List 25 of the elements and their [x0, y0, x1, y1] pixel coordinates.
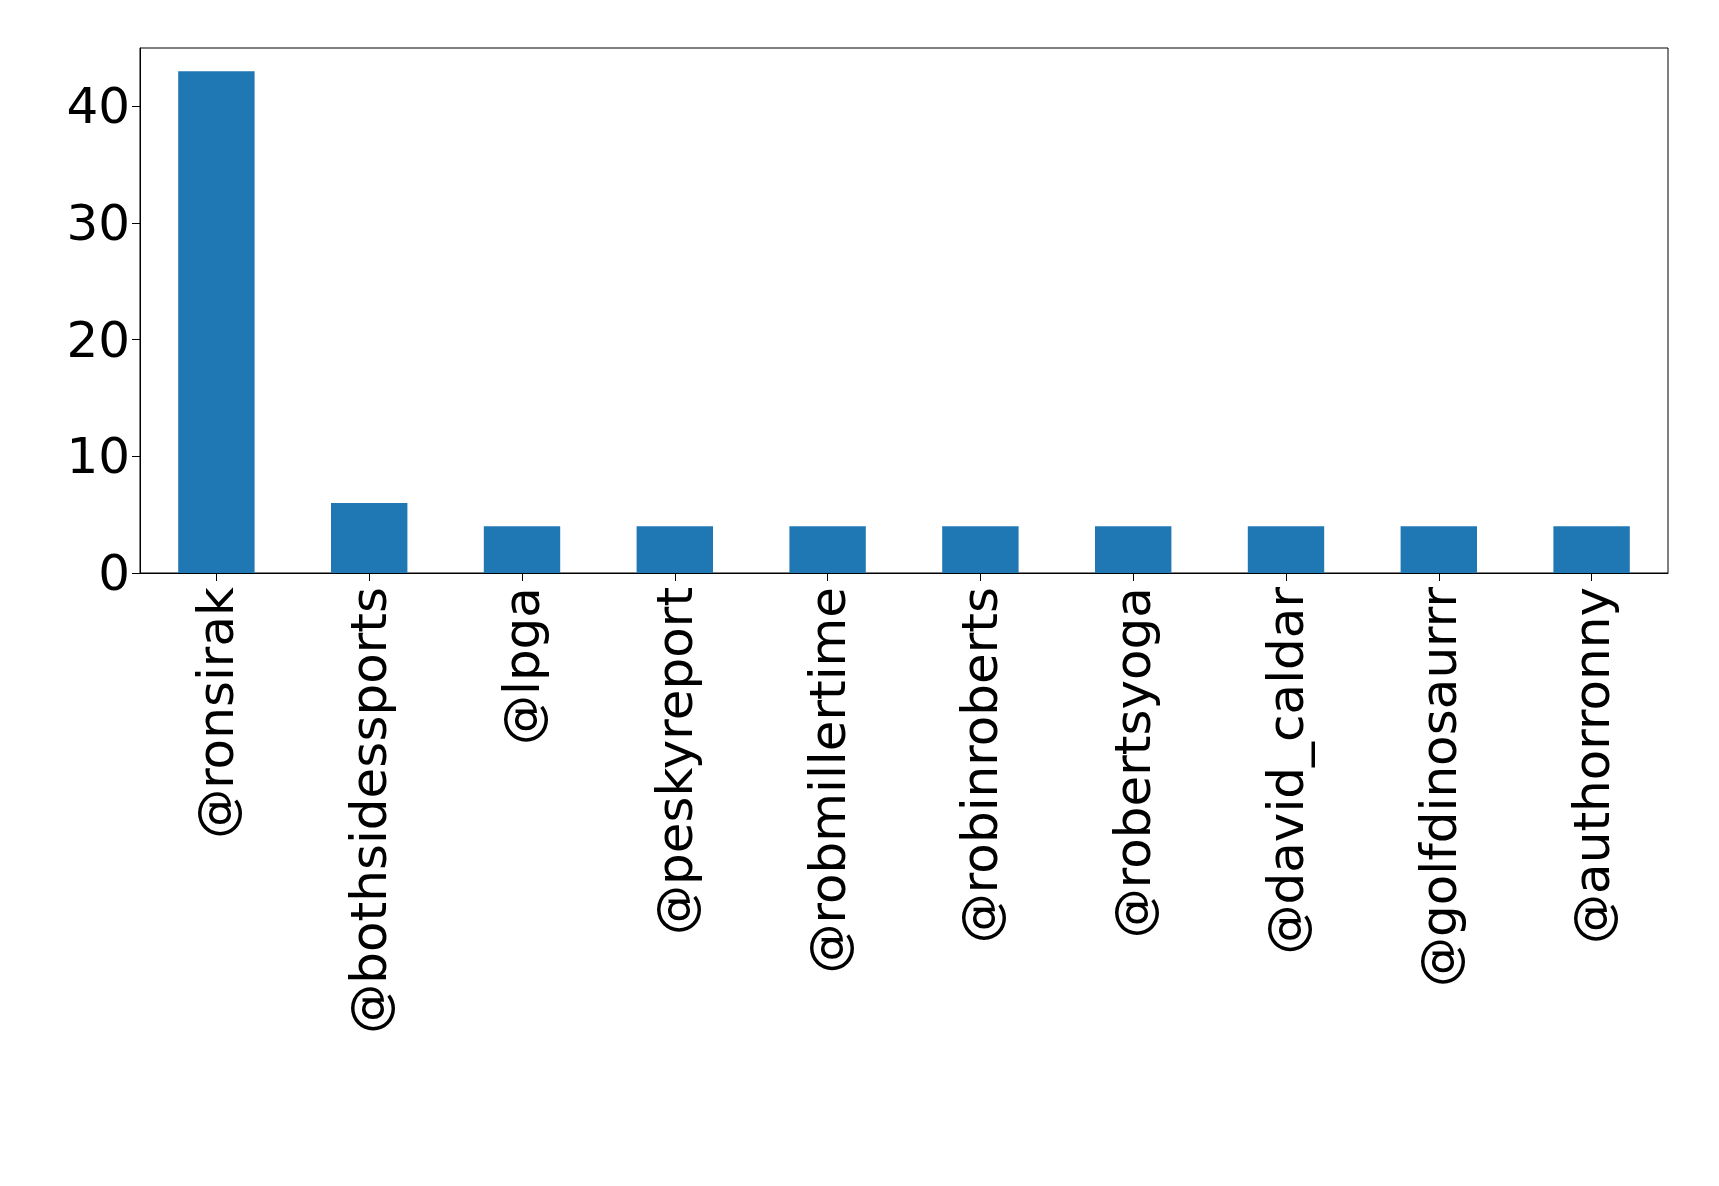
- x-tick-label: @peskyreport: [645, 587, 704, 936]
- y-tick-label: 40: [66, 77, 130, 136]
- bar: [636, 526, 713, 573]
- x-tick-label: @lpga: [493, 587, 551, 746]
- bar: [331, 503, 408, 573]
- y-tick-label: 30: [66, 194, 130, 252]
- x-tick-label: @david_caldar: [1257, 586, 1315, 955]
- bar: [1247, 526, 1325, 573]
- x-tick-label: @authorronny: [1562, 587, 1621, 944]
- bar: [789, 526, 866, 573]
- y-tick-label: 10: [66, 427, 130, 486]
- bar: [942, 526, 1019, 573]
- x-tick-label: @ronsirak: [187, 586, 246, 839]
- y-tick-label: 0: [98, 544, 130, 602]
- x-tick-label: @robmillertime: [798, 587, 857, 974]
- bar: [1553, 526, 1630, 573]
- x-tick-label: @bothsidessports: [340, 587, 399, 1034]
- y-tick-label: 20: [66, 310, 130, 369]
- bar: [1400, 526, 1477, 573]
- x-tick-label: @robinroberts: [951, 587, 1010, 944]
- x-tick-label: @golfdinosaurrr: [1409, 586, 1468, 988]
- bar: [178, 71, 255, 573]
- x-tick-label: @robertsyoga: [1104, 587, 1163, 939]
- bar: [483, 526, 561, 573]
- bar: [1095, 526, 1172, 573]
